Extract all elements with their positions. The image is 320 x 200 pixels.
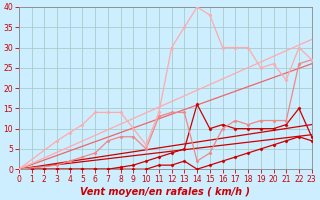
X-axis label: Vent moyen/en rafales ( km/h ): Vent moyen/en rafales ( km/h ) xyxy=(80,187,250,197)
